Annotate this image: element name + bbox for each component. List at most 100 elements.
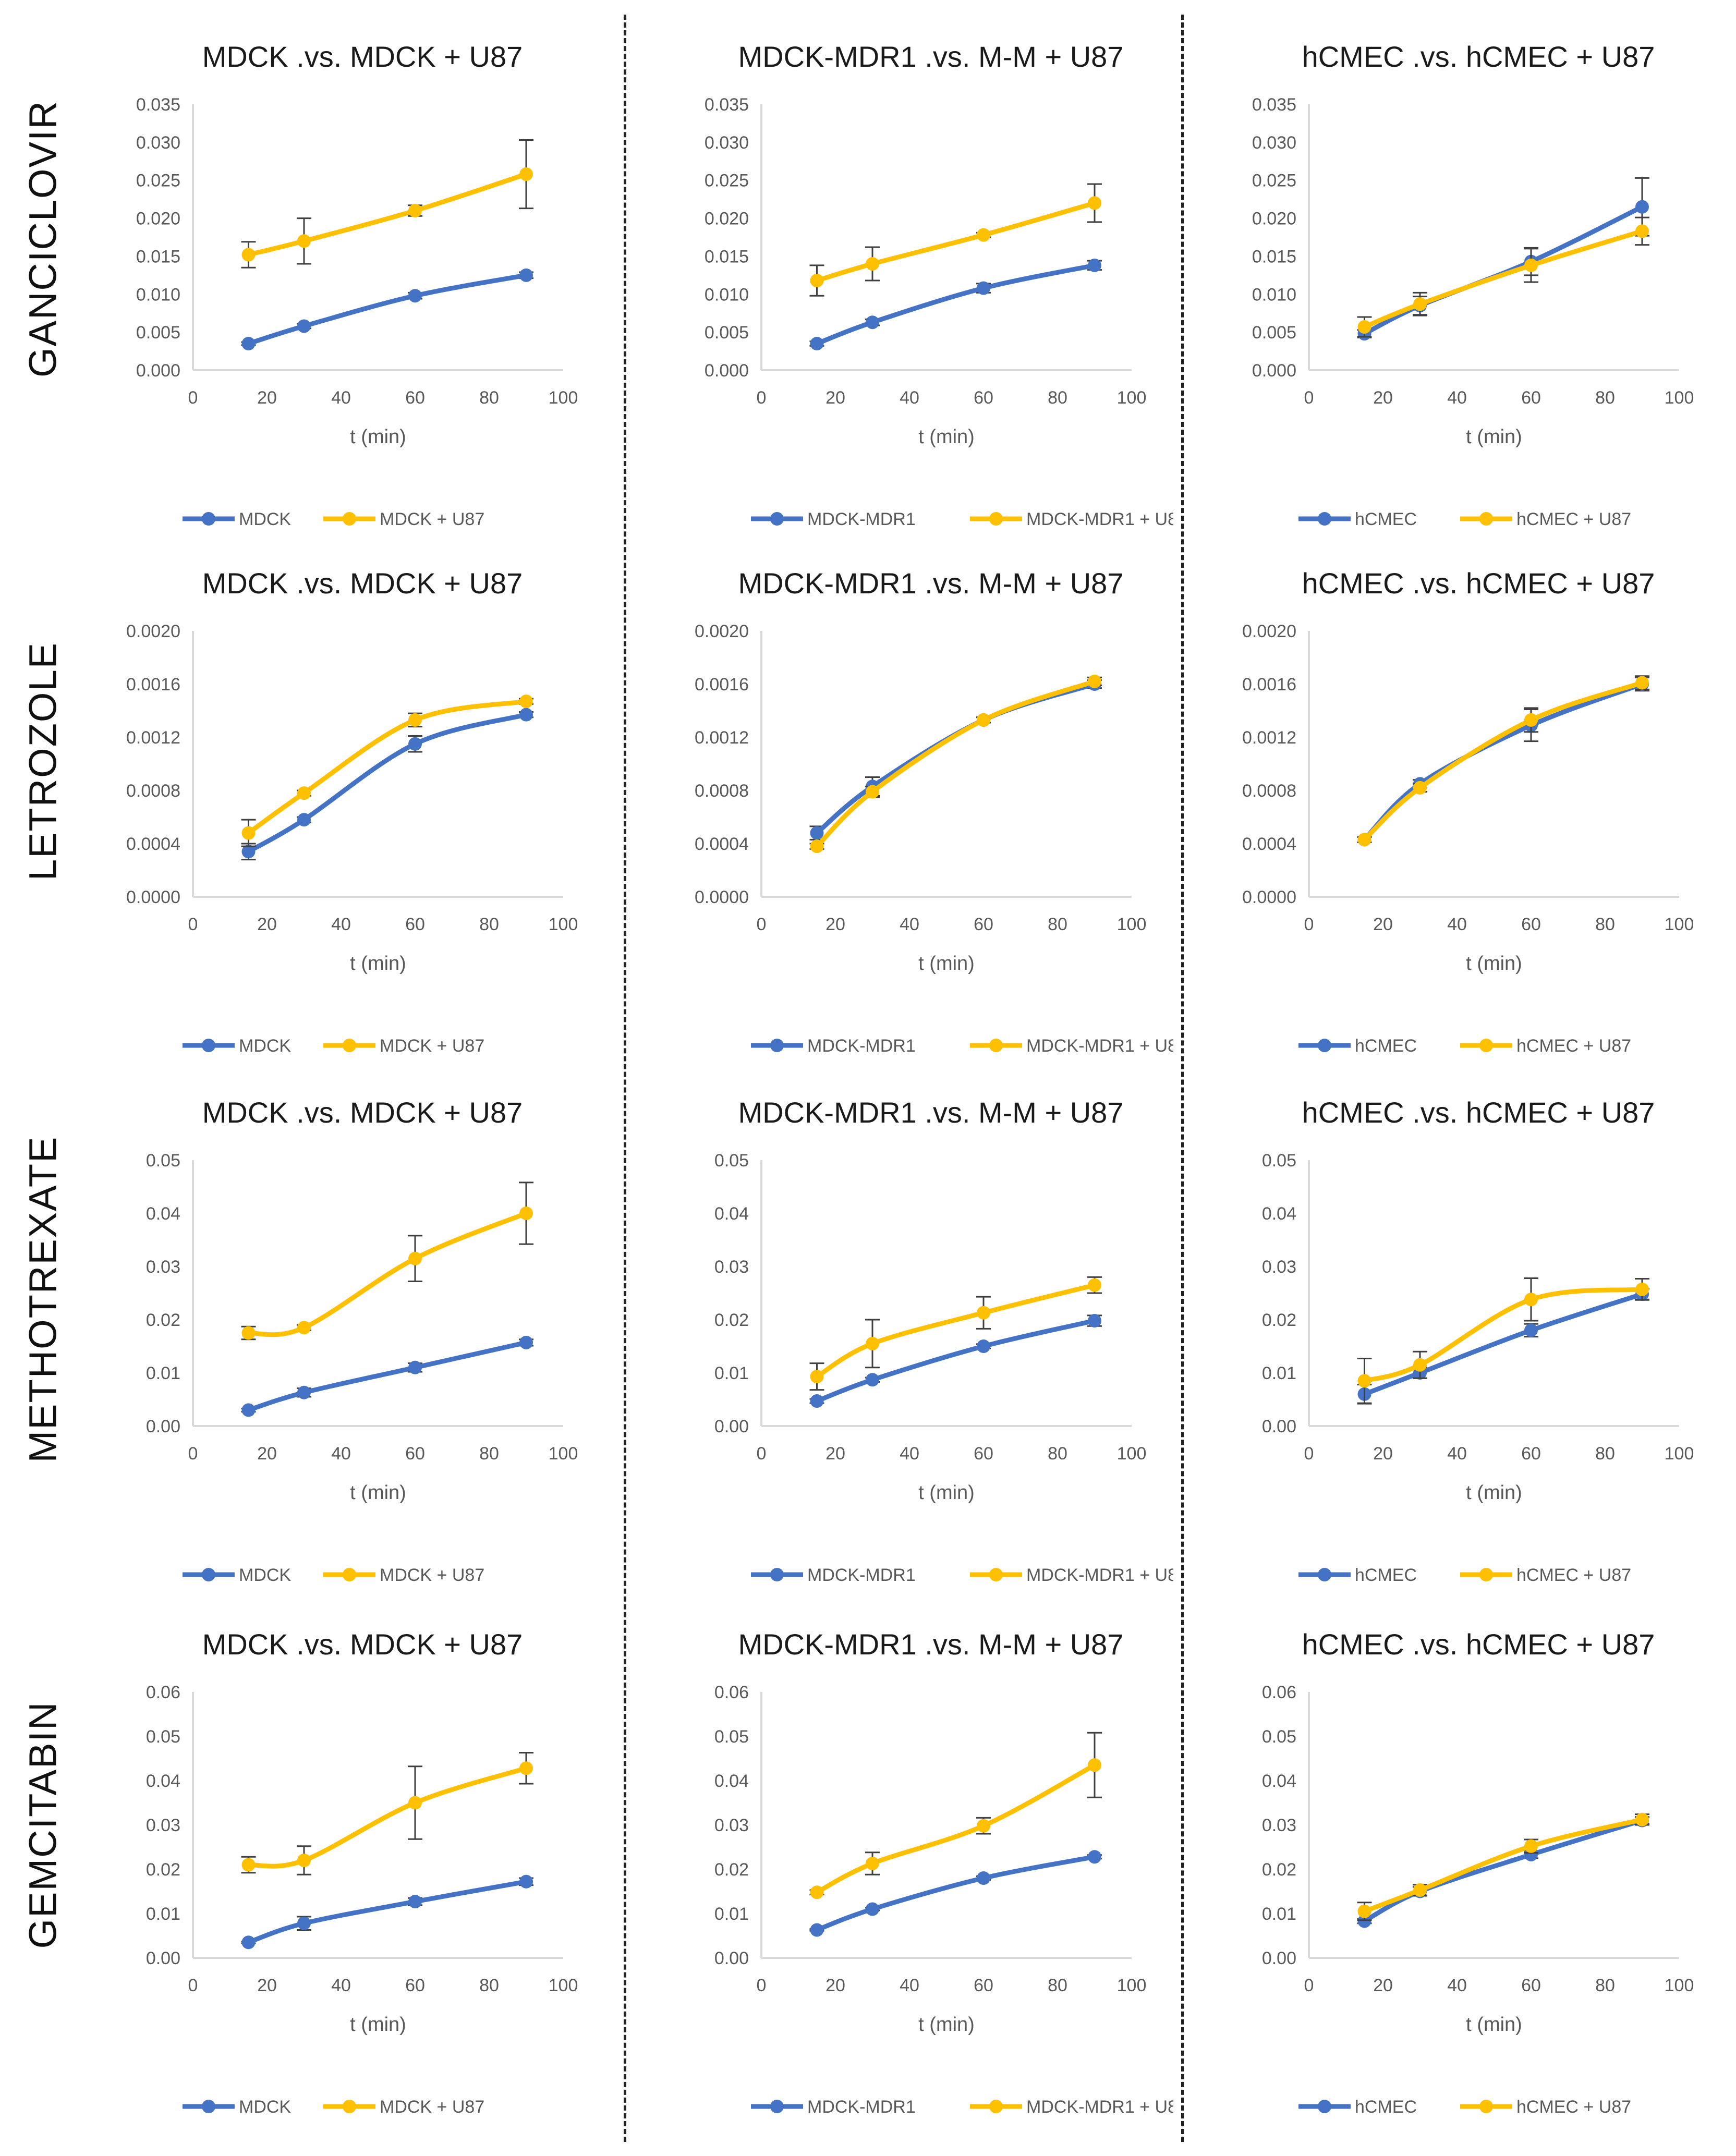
x-tick-label: 80 [1048, 1976, 1067, 1995]
y-tick-label: 0.00 [714, 1948, 749, 1968]
x-tick-label: 40 [1447, 1976, 1467, 1995]
y-tick-label: 0.02 [1262, 1310, 1296, 1330]
legend-item: MDCK + U87 [323, 509, 484, 529]
x-tick-label: 80 [1048, 388, 1067, 408]
legend-label: hCMEC + U87 [1516, 1036, 1631, 1056]
chart-title: MDCK .vs. MDCK + U87 [202, 40, 523, 73]
chart-3: hCMEC .vs. hCMEC + U87 0.000 0.005 0.010 0.0… [1252, 40, 1694, 529]
y-tick-label: 0.03 [714, 1816, 749, 1835]
y-tick-label: 0.0016 [1242, 675, 1296, 695]
x-tick-label: 20 [825, 915, 845, 934]
chart-title: MDCK-MDR1 .vs. M-M + U87 [738, 1628, 1124, 1661]
legend-item: hCMEC [1298, 1036, 1417, 1056]
y-tick-label: 0.0020 [1242, 622, 1296, 641]
row-label-text: METHOTREXATE [21, 1136, 65, 1463]
chart-6: hCMEC .vs. hCMEC + U87 0.0000 0.0004 0.0008… [1242, 567, 1694, 1056]
x-tick-label: 60 [405, 1976, 425, 1995]
row-label-text: GEMCITABIN [21, 1701, 65, 1949]
x-axis-title: t (min) [350, 1482, 406, 1504]
x-tick-label: 80 [1048, 915, 1067, 934]
legend-item: MDCK + U87 [323, 1036, 484, 1056]
x-tick-label: 60 [974, 915, 993, 934]
y-tick-label: 0.020 [705, 209, 749, 229]
data-point [1357, 1374, 1371, 1388]
data-point [1524, 1839, 1538, 1853]
chart-12: hCMEC .vs. hCMEC + U87 0.00 0.01 0.02 0.03 0.… [1262, 1628, 1694, 2117]
x-tick-label: 100 [549, 388, 578, 408]
legend-label: hCMEC [1355, 2097, 1417, 2117]
legend-item: hCMEC [1298, 1565, 1417, 1585]
legend-label: MDCK-MDR1 [807, 1036, 916, 1056]
y-tick-label: 0.015 [1252, 247, 1296, 266]
data-point [519, 1874, 533, 1889]
y-tick-label: 0.04 [714, 1204, 749, 1224]
x-tick-label: 100 [1117, 1444, 1147, 1464]
data-point [1413, 297, 1427, 311]
y-tick-label: 0.005 [705, 323, 749, 343]
x-tick-label: 40 [331, 915, 351, 934]
data-point [297, 1916, 311, 1930]
series-line [815, 681, 1097, 836]
data-point [866, 257, 879, 271]
y-tick-label: 0.005 [136, 323, 180, 343]
data-point [1524, 1323, 1538, 1337]
data-point [241, 1326, 256, 1340]
legend-item: hCMEC + U87 [1460, 2097, 1631, 2117]
series-line [1362, 204, 1645, 336]
y-tick-label: 0.03 [1262, 1257, 1296, 1277]
x-tick-label: 80 [1595, 1976, 1615, 1995]
legend-label: MDCK-MDR1 [807, 2097, 916, 2117]
x-tick-label: 60 [1521, 1444, 1541, 1464]
y-tick-label: 0.06 [146, 1683, 180, 1702]
y-tick-label: 0.0008 [1242, 781, 1296, 801]
y-tick-label: 0.01 [1262, 1363, 1296, 1383]
y-tick-label: 0.020 [1252, 209, 1296, 229]
data-point [866, 1902, 879, 1916]
y-tick-label: 0.0020 [126, 622, 180, 641]
row-label-text: GANCICLOVIR [21, 100, 65, 377]
x-tick-label: 40 [1447, 388, 1467, 408]
y-tick-label: 0.035 [1252, 95, 1296, 115]
series-line [246, 712, 529, 854]
data-point [297, 786, 311, 800]
series-line [1362, 1287, 1645, 1383]
x-tick-label: 100 [1665, 1976, 1694, 1995]
x-tick-label: 0 [1304, 388, 1314, 408]
x-tick-label: 60 [1521, 915, 1541, 934]
data-point [977, 1871, 990, 1885]
y-tick-label: 0.0008 [126, 781, 180, 801]
x-tick-label: 100 [1665, 915, 1694, 934]
data-point [408, 713, 422, 727]
data-point [1357, 1914, 1371, 1928]
y-tick-label: 0.01 [146, 1904, 180, 1924]
y-tick-label: 0.020 [136, 209, 180, 229]
data-point [810, 1885, 824, 1899]
data-point [1088, 1758, 1101, 1772]
legend-label: MDCK [239, 1036, 291, 1056]
y-tick-label: 0.015 [136, 247, 180, 266]
x-tick-label: 100 [1117, 915, 1147, 934]
data-point [241, 845, 256, 859]
x-tick-label: 80 [1595, 1444, 1615, 1464]
legend-label: MDCK-MDR1 + U87 [1026, 509, 1173, 529]
data-point [1088, 258, 1101, 272]
data-point [977, 228, 990, 242]
series-line [1362, 1818, 1645, 1923]
x-tick-label: 80 [479, 1976, 499, 1995]
data-point [1088, 196, 1101, 210]
x-tick-label: 60 [974, 388, 993, 408]
x-tick-label: 20 [1373, 388, 1393, 408]
chart-title: MDCK .vs. MDCK + U87 [202, 1628, 523, 1661]
x-axis-title: t (min) [918, 1482, 975, 1504]
data-point [1088, 1314, 1101, 1328]
chart-4: MDCK .vs. MDCK + U87 0.0000 0.0004 0.0008 0.… [126, 567, 578, 1056]
y-tick-label: 0.04 [146, 1771, 180, 1791]
x-tick-label: 60 [974, 1444, 993, 1464]
data-point [1413, 1358, 1427, 1372]
series-line [246, 273, 529, 346]
y-tick-label: 0.025 [705, 171, 749, 191]
y-tick-label: 0.05 [714, 1727, 749, 1747]
chart-2: MDCK-MDR1 .vs. M-M + U87 0.000 0.005 0.010 0… [705, 40, 1173, 529]
y-tick-label: 0.0000 [695, 887, 749, 907]
